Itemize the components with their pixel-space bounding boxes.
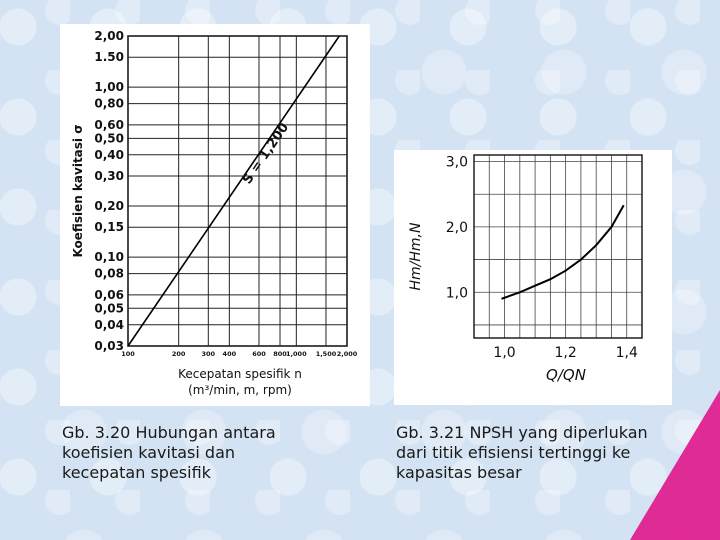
y-tick-label: 1,00 [94, 80, 124, 94]
x-tick-label: 2,000 [337, 350, 358, 358]
y-axis-label: Hm/Hm,N [408, 222, 424, 290]
x-tick-label: 1,000 [286, 350, 307, 358]
x-tick-label: 400 [223, 350, 237, 358]
y-tick-label: 0,08 [94, 267, 124, 281]
npsh-chart-figure: 3,0 2,0 1,0 1,0 1,2 1,4 Hm/Hm,N Q/QN [394, 150, 672, 405]
plot-frame [473, 154, 643, 339]
caption-right: Gb. 3.21 NPSH yang diperlukan dari titik… [396, 423, 696, 483]
caption-right-line: dari titik efisiensi tertinggi ke [396, 443, 631, 462]
series-line [127, 35, 340, 347]
caption-left: Gb. 3.20 Hubungan antara koefisien kavit… [62, 423, 362, 483]
plot-frame [127, 35, 348, 347]
npsh-chart-svg: 3,0 2,0 1,0 1,0 1,2 1,4 Hm/Hm,N Q/QN [408, 154, 643, 384]
y-tick-label: 2,00 [94, 29, 124, 43]
caption-left-line: koefisien kavitasi dan [62, 443, 236, 462]
x-tick-label: 200 [172, 350, 186, 358]
x-tick-label: 600 [252, 350, 266, 358]
y-tick-label: 0,05 [94, 301, 124, 315]
cavitation-chart-svg: 2,00 1.50 1,00 0,80 0,600,50 0,40 0,30 0,20 0,15… [71, 29, 358, 397]
y-tick-label: 3,0 [446, 155, 468, 171]
x-tick-label: 1,2 [555, 345, 577, 361]
y-tick-label: 0,03 [94, 339, 124, 353]
cavitation-chart-figure: 2,00 1.50 1,00 0,80 0,60 0,50 0,40 0,30 0,20 0,15… [60, 24, 370, 406]
y-tick-label: 0,15 [94, 220, 124, 234]
y-tick-label: 0,50 [94, 131, 124, 145]
y-tick-label: 0,30 [94, 169, 124, 183]
y-tick-label: 0,20 [94, 199, 124, 213]
x-axis-label: Q/QN [546, 366, 586, 384]
x-tick-label: 100 [121, 350, 135, 358]
caption-right-line: Gb. 3.21 NPSH yang diperlukan [396, 423, 648, 442]
y-tick-label: 0,10 [94, 250, 124, 264]
y-tick-label: 2,0 [446, 220, 468, 236]
y-tick-label: 0,04 [94, 318, 124, 332]
x-tick-label: 1,0 [493, 345, 515, 361]
y-tick-label: 1,0 [446, 285, 468, 301]
caption-left-line: kecepatan spesifik [62, 463, 211, 482]
x-tick-label: 1,4 [616, 345, 638, 361]
y-tick-label: 0,40 [94, 148, 124, 162]
x-axis-label-units: (m³/min, m, rpm) [188, 383, 292, 397]
x-tick-label: 300 [202, 350, 216, 358]
y-tick-label: 1.50 [94, 50, 124, 64]
decorative-corner-triangle [630, 390, 720, 540]
x-tick-label: 800 [273, 350, 287, 358]
x-tick-label: 1,500 [316, 350, 337, 358]
series-label: S = 1,200 [240, 121, 292, 188]
y-tick-label: 0,80 [94, 97, 124, 111]
x-axis-label: Kecepatan spesifik n [178, 367, 302, 381]
y-tick-label: 0,60 [94, 118, 124, 132]
series-line [501, 204, 625, 300]
caption-right-line: kapasitas besar [396, 463, 522, 482]
caption-left-line: Gb. 3.20 Hubungan antara [62, 423, 276, 442]
y-axis-label: Koefisien kavitasi σ [71, 124, 85, 257]
y-tick-label: 0,06 [94, 288, 124, 302]
